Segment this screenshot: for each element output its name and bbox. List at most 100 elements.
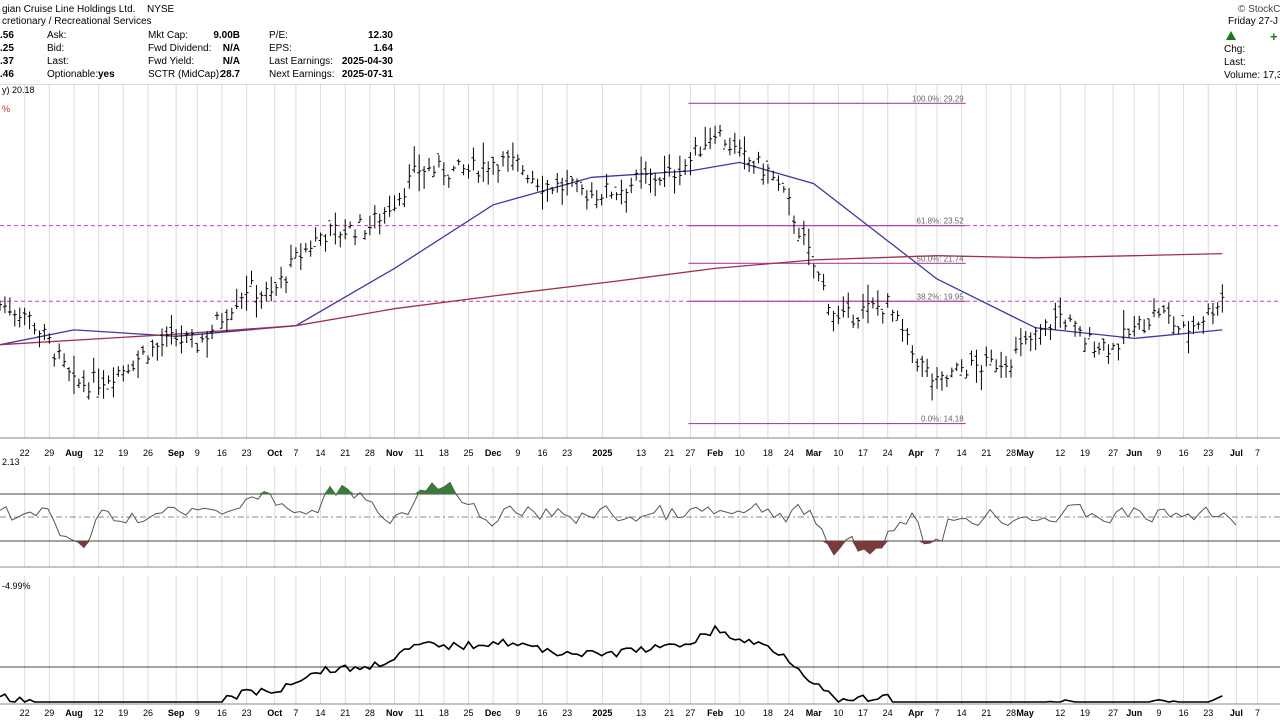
price-legend-pct: % (2, 104, 10, 114)
x-tick-label: 26 (143, 448, 153, 458)
exchange: NYSE (147, 4, 175, 15)
overbought-fill (420, 490, 426, 494)
x-tick-label: 10 (735, 448, 745, 458)
x-tick-label: Apr (908, 448, 924, 458)
x-tick-label: 16 (217, 448, 227, 458)
stat-label: Next Earnings: (269, 69, 335, 80)
x-tick-label: May (1016, 448, 1034, 458)
x-tick-label: 18 (763, 708, 773, 718)
x-tick-label: 29 (44, 708, 54, 718)
x-tick-label: Jul (1230, 448, 1243, 458)
x-tick-label: 24 (883, 708, 893, 718)
x-tick-label: 14 (316, 448, 326, 458)
x-tick-label: May (1016, 708, 1034, 718)
overbought-fill (342, 485, 348, 494)
x-tick-label: Aug (65, 448, 83, 458)
x-tick-label: 27 (685, 448, 695, 458)
x-tick-label: Jun (1126, 708, 1142, 718)
overbought-fill (426, 483, 432, 494)
x-tick-label: Apr (908, 708, 924, 718)
x-tick-label: Jun (1126, 448, 1142, 458)
overbought-fill (264, 491, 270, 494)
x-tick-label: 7 (935, 708, 940, 718)
x-tick-label: 21 (340, 448, 350, 458)
stat-value: N/A (222, 43, 240, 54)
x-tick-label: Nov (386, 708, 403, 718)
x-tick-label: Oct (267, 448, 282, 458)
oversold-fill (918, 541, 924, 544)
x-tick-label: 17 (858, 708, 868, 718)
overbought-fill (414, 490, 420, 494)
brand-logo: © StockC (1238, 4, 1280, 15)
ma50-line (0, 161, 1223, 346)
x-tick-label: 22 (20, 708, 30, 718)
overbought-fill (258, 491, 264, 494)
x-tick-label: Jul (1230, 708, 1243, 718)
volume: Volume: 17,3 (1224, 70, 1280, 81)
x-tick-label: 23 (242, 708, 252, 718)
x-tick-label: 16 (1179, 708, 1189, 718)
last-label: Last: (1224, 57, 1246, 68)
stat-label: EPS: (269, 43, 292, 54)
oversold-fill (84, 541, 90, 548)
x-tick-label: Sep (168, 448, 185, 458)
x-tick-label: 23 (1203, 448, 1213, 458)
oscillator-line (0, 481, 1237, 556)
oversold-fill (822, 541, 828, 545)
x-tick-label: 19 (118, 448, 128, 458)
moving-averages (0, 161, 1223, 346)
x-tick-label: 16 (217, 708, 227, 718)
fib-label: 61.8%: 23.52 (917, 217, 965, 226)
x-tick-label: 9 (195, 448, 200, 458)
x-tick-label: 23 (242, 448, 252, 458)
x-tick-label: Feb (707, 708, 724, 718)
x-tick-label: 27 (685, 708, 695, 718)
stat-label: Mkt Cap: (148, 30, 189, 41)
x-tick-label: 7 (1255, 448, 1260, 458)
stat-value: 2025-07-31 (341, 69, 393, 80)
overbought-fill (360, 492, 366, 494)
x-tick-label: 14 (316, 708, 326, 718)
plus-icon: + (1270, 29, 1278, 44)
stat-value: N/A (222, 56, 240, 67)
x-tick-label: 2025 (592, 448, 612, 458)
last-price-label: Last: (47, 56, 69, 67)
x-tick-label: 10 (735, 708, 745, 718)
x-tick-label: 27 (1108, 448, 1118, 458)
quote-value: .37 (0, 56, 14, 67)
x-tick-label: 11 (415, 708, 424, 718)
x-tick-label: 10 (833, 448, 843, 458)
indicator1-legend: 2.13 (2, 457, 20, 467)
x-tick-label: Dec (485, 708, 502, 718)
x-tick-label: 2025 (592, 708, 612, 718)
stat-label: Fwd Yield: (148, 56, 195, 67)
x-tick-label: 21 (981, 448, 991, 458)
overbought-fill (354, 492, 360, 494)
stat-value: 28.7 (220, 69, 240, 80)
x-tick-label: 21 (981, 708, 991, 718)
x-tick-label: 23 (562, 708, 572, 718)
x-tick-label: 24 (883, 448, 893, 458)
overbought-fill (348, 489, 354, 494)
oversold-fill (78, 541, 84, 548)
x-tick-label: 22 (20, 448, 30, 458)
stat-value: 9.00B (213, 30, 240, 41)
overbought-fill (444, 482, 450, 494)
optionable-value: yes (98, 69, 115, 80)
x-axes: 22 29 Aug 12 19 26 Sep 9 16 23 Oct 7 14 21 28 Nov 11 18 25… (20, 448, 1260, 718)
x-tick-label: 28 (365, 448, 375, 458)
fib-label: 38.2%: 19.95 (917, 292, 965, 301)
fib-label: 0.0%: 14.18 (921, 415, 964, 424)
x-tick-label: 19 (1080, 448, 1090, 458)
x-tick-label: Sep (168, 708, 185, 718)
x-tick-label: 16 (537, 708, 547, 718)
x-tick-label: 16 (1179, 448, 1189, 458)
overbought-fill (450, 482, 456, 494)
x-tick-label: 18 (439, 448, 449, 458)
x-tick-label: 23 (562, 448, 572, 458)
stat-label: P/E: (269, 30, 288, 41)
overbought-fill (324, 486, 330, 494)
oversold-fill (882, 541, 888, 548)
x-tick-label: 7 (935, 448, 940, 458)
relative-strength-line (0, 624, 1223, 704)
